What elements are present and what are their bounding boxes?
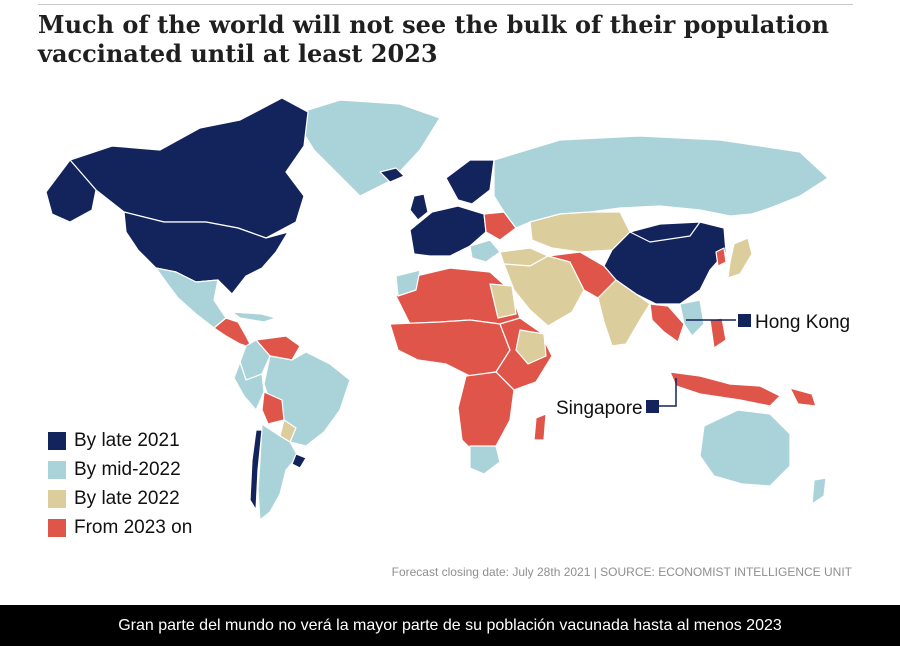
legend-item: By late 2021 xyxy=(48,426,192,455)
subtitle-bar: Gran parte del mundo no verá la mayor pa… xyxy=(0,605,900,646)
se-asia xyxy=(649,303,685,343)
source-footnote: Forecast closing date: July 28th 2021 | … xyxy=(391,565,852,579)
chile xyxy=(249,429,263,511)
alaska xyxy=(45,159,97,223)
legend-swatch xyxy=(48,518,66,537)
new-zealand xyxy=(811,477,827,505)
south-africa xyxy=(469,445,501,475)
legend-item: From 2023 on xyxy=(48,513,192,542)
hong-kong-marker xyxy=(738,314,751,327)
middle-east xyxy=(503,255,585,327)
world-map xyxy=(45,97,829,521)
peru xyxy=(233,361,265,411)
india xyxy=(597,279,651,347)
mongolia xyxy=(629,221,701,243)
bolivia xyxy=(261,391,285,425)
map-title: Much of the world will not see the bulk … xyxy=(38,10,829,68)
uruguay xyxy=(291,453,307,469)
australia xyxy=(699,409,791,487)
eastern-europe xyxy=(483,211,517,241)
uk xyxy=(409,193,429,221)
central-america xyxy=(213,317,253,349)
indochina xyxy=(679,299,705,337)
legend-swatch xyxy=(48,489,66,508)
scandinavia xyxy=(445,159,495,205)
legend-label: By mid-2022 xyxy=(74,458,181,480)
caribbean xyxy=(231,311,277,323)
papua xyxy=(789,387,817,407)
legend-swatch xyxy=(48,431,66,450)
iceland xyxy=(379,167,405,183)
singapore-label: Singapore xyxy=(556,398,643,419)
ethiopia xyxy=(515,329,547,365)
legend-swatch xyxy=(48,460,66,479)
balkans xyxy=(469,239,501,263)
greenland xyxy=(291,99,441,197)
legend-label: From 2023 on xyxy=(74,516,193,538)
usa xyxy=(123,211,289,295)
japan xyxy=(727,237,753,279)
russia xyxy=(493,135,829,229)
singapore-marker xyxy=(646,400,659,413)
argentina xyxy=(257,423,299,521)
egypt xyxy=(489,283,517,319)
korea xyxy=(715,247,727,267)
top-rule xyxy=(38,4,853,5)
philippines xyxy=(709,317,727,349)
legend: By late 2021 By mid-2022 By late 2022 Fr… xyxy=(48,426,192,542)
legend-item: By mid-2022 xyxy=(48,455,192,484)
legend-item: By late 2022 xyxy=(48,484,192,513)
legend-label: By late 2021 xyxy=(74,429,180,451)
europe-west xyxy=(409,205,487,257)
subtitle-text: Gran parte del mundo no verá la mayor pa… xyxy=(118,616,782,634)
hong-kong-label: Hong Kong xyxy=(755,312,851,333)
morocco xyxy=(395,269,421,297)
indonesia xyxy=(669,371,781,407)
legend-label: By late 2022 xyxy=(74,487,180,509)
madagascar xyxy=(533,413,547,441)
